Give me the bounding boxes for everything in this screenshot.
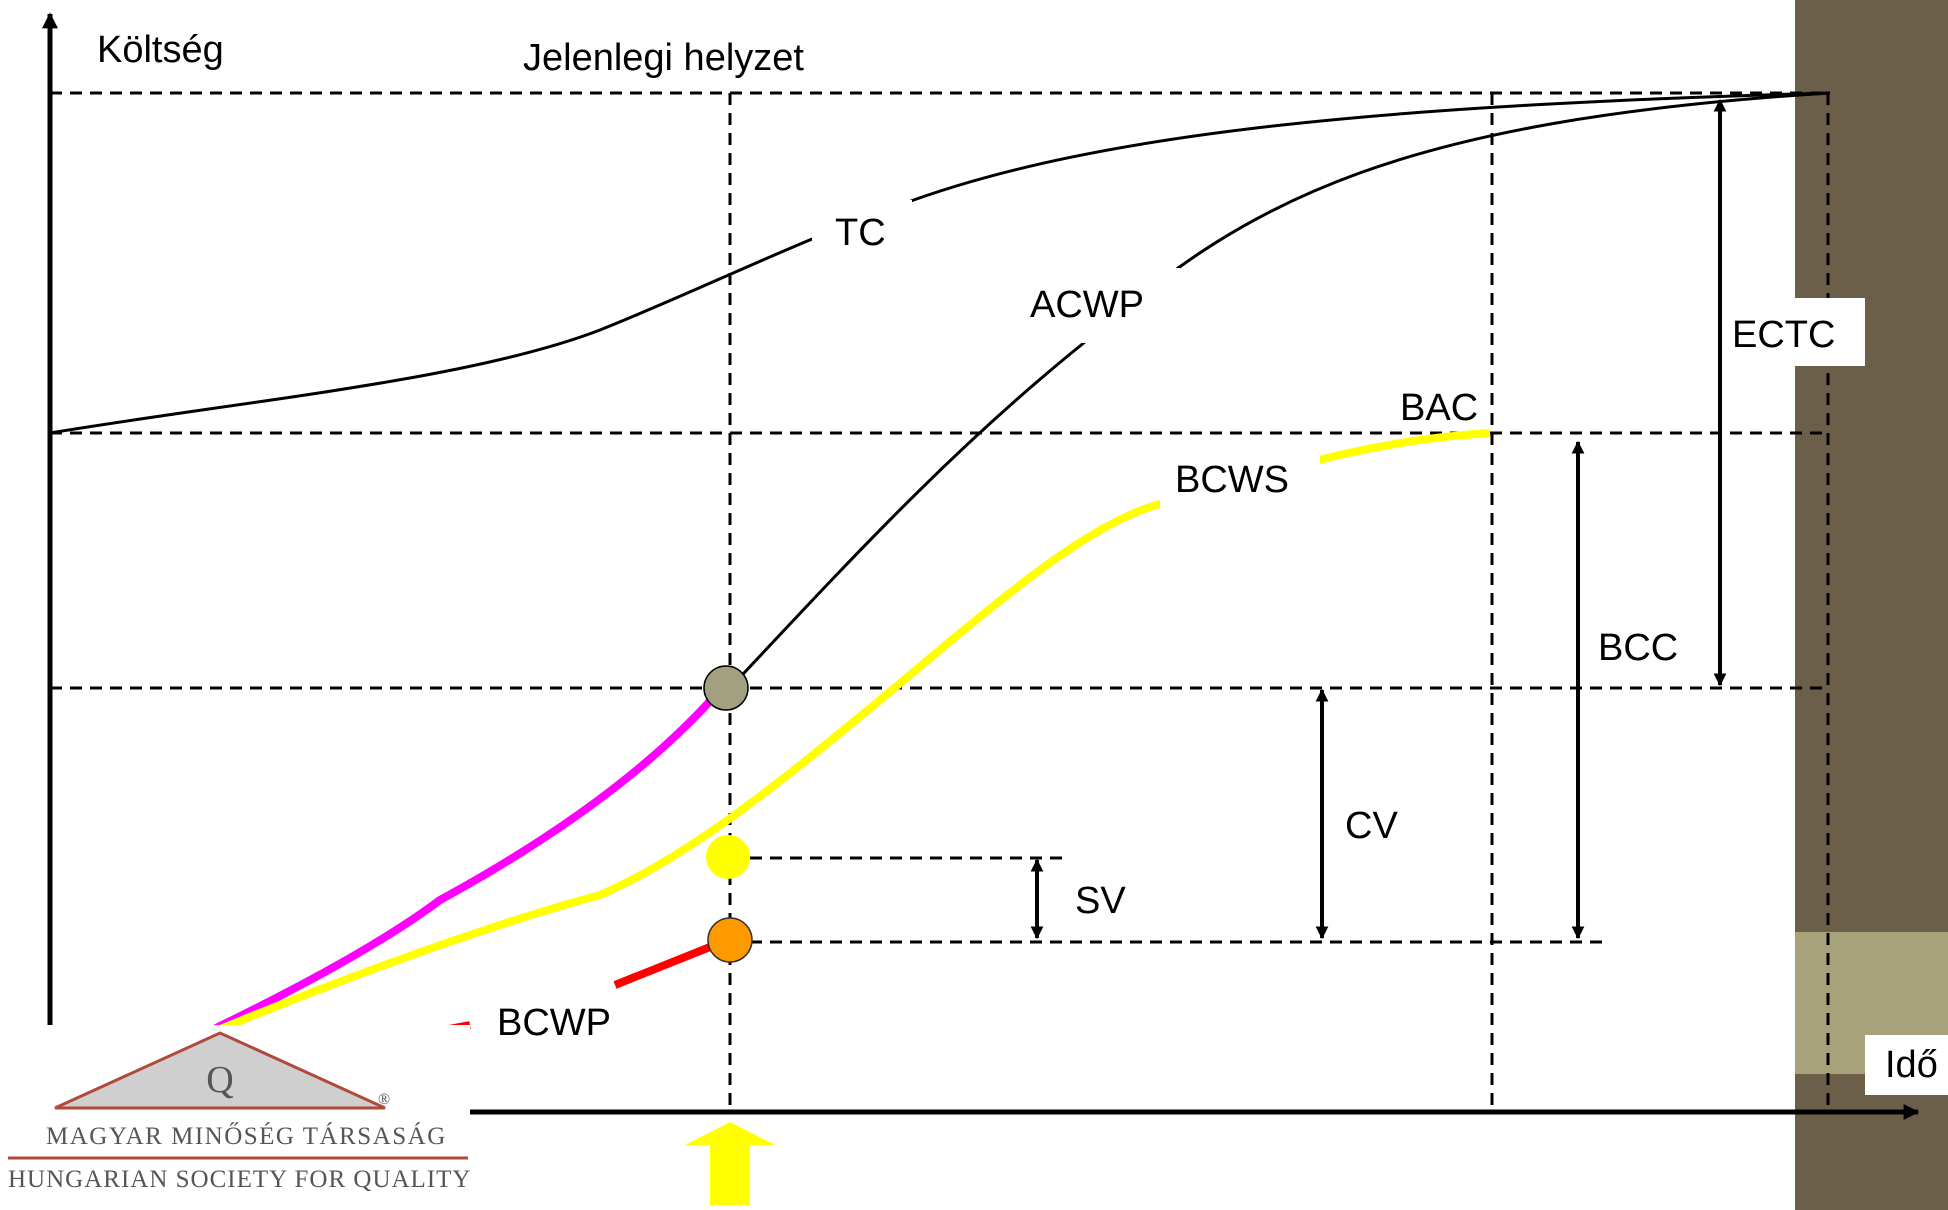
logo-registered: ® [378,1091,390,1108]
bcc-label: BCC [1598,627,1678,669]
ectc-label: ECTC [1732,314,1835,356]
status-line-label: Jelenlegi helyzet [523,37,804,79]
reference-lines [50,91,1830,1112]
logo-line-1: MAGYAR MINŐSÉG TÁRSASÁG [46,1122,447,1150]
logo-line-2: HUNGARIAN SOCIETY FOR QUALITY [8,1166,471,1193]
logo-mark-icon [54,1031,386,1110]
x-axis-label: Idő [1885,1044,1938,1086]
bac-label: BAC [1400,387,1478,429]
bcwp-label: BCWP [497,1002,611,1044]
bcws-point [706,835,750,879]
current-time-arrow [685,1122,775,1205]
cv-label: CV [1345,805,1398,847]
hungarian-society-for-quality-logo: Q ® MAGYAR MINŐSÉG TÁRSASÁG HUNGARIAN SO… [0,1025,471,1210]
y-axis-label: Költség [97,29,224,71]
label-backgrounds [812,200,1948,1095]
bcwp-point [707,917,753,963]
acwp-label: ACWP [1030,284,1144,326]
acwp-forecast-curve [728,91,1831,690]
logo-mark-letter: Q [206,1059,233,1101]
tc-curve [49,91,1831,435]
bcws-label: BCWS [1175,459,1289,501]
acwp-point [703,665,749,711]
tc-label: TC [835,212,886,254]
sv-label: SV [1075,880,1126,922]
